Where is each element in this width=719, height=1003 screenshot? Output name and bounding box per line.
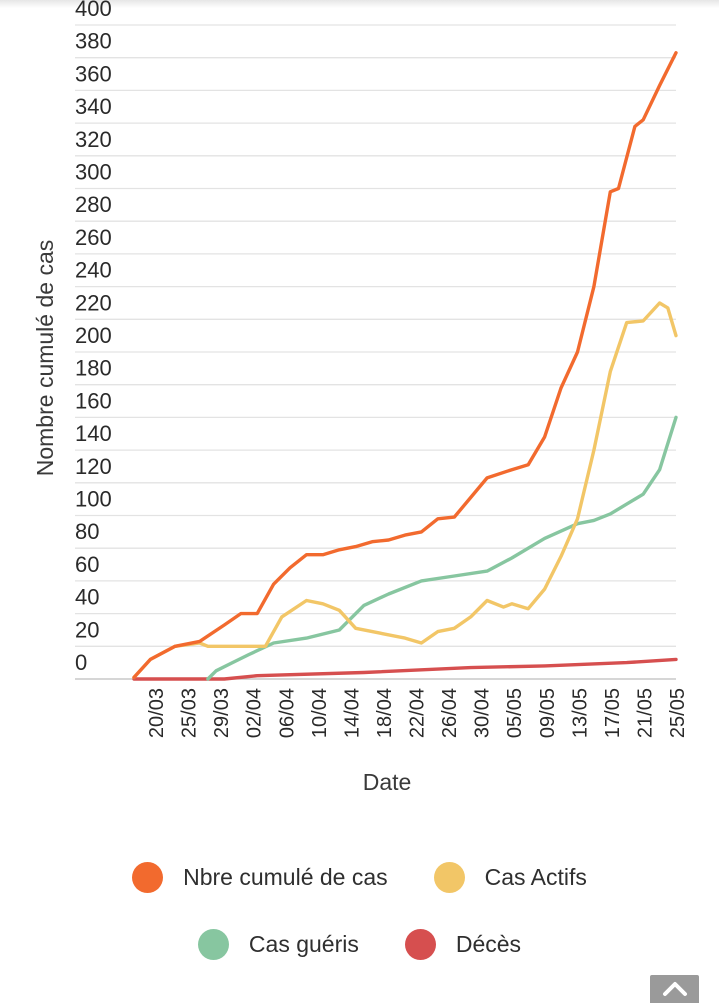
y-tick-label: 260 — [75, 225, 112, 250]
x-axis-ticks: 20/03 25/03 29/03 02/04 06/04 10/04 14/04 18/04… — [146, 688, 689, 738]
y-tick-label: 140 — [75, 421, 112, 446]
x-tick-label: 05/05 — [504, 688, 526, 738]
x-tick-label: 25/03 — [179, 688, 201, 738]
legend-label-cumulative: Nbre cumulé de cas — [183, 864, 388, 890]
legend-dot-active — [433, 862, 465, 893]
y-tick-label: 320 — [75, 127, 112, 152]
legend-row-1: Nbre cumulé de cas Cas Actifs — [0, 862, 719, 893]
series-line-1 — [132, 301, 678, 680]
x-tick-label: 17/05 — [602, 688, 624, 738]
legend-item-recovered[interactable]: Cas guéris — [197, 929, 359, 960]
x-tick-label: 29/03 — [211, 688, 233, 738]
y-tick-label: 0 — [75, 650, 87, 675]
legend-dot-deaths — [404, 929, 436, 960]
x-tick-label: 20/03 — [146, 688, 168, 738]
x-axis-title: Date — [363, 769, 412, 795]
x-tick-label: 02/04 — [244, 688, 266, 738]
top-shadow — [0, 0, 719, 8]
legend-item-active[interactable]: Cas Actifs — [433, 862, 587, 893]
x-tick-label: 21/05 — [634, 688, 656, 738]
x-tick-label: 26/04 — [439, 688, 461, 738]
scroll-to-top-button[interactable] — [650, 975, 699, 1003]
y-tick-label: 340 — [75, 94, 112, 119]
y-tick-label: 380 — [75, 29, 112, 54]
y-tick-label: 40 — [75, 585, 99, 610]
x-tick-label: 09/05 — [537, 688, 559, 738]
y-tick-label: 300 — [75, 160, 112, 185]
chevron-up-icon — [662, 982, 687, 996]
series-lines — [132, 51, 678, 681]
y-tick-label: 100 — [75, 487, 112, 512]
y-tick-label: 360 — [75, 61, 112, 86]
legend-label-recovered: Cas guéris — [248, 931, 359, 957]
series-line-0 — [132, 51, 678, 680]
y-tick-label: 180 — [75, 356, 112, 381]
x-tick-label: 25/05 — [667, 688, 689, 738]
series-line-2 — [206, 415, 678, 681]
legend-row-2: Cas guéris Décès — [0, 929, 719, 960]
y-tick-label: 20 — [75, 617, 99, 642]
legend-item-deaths[interactable]: Décès — [404, 929, 522, 960]
x-tick-label: 10/04 — [309, 688, 331, 738]
x-tick-label: 06/04 — [276, 688, 298, 738]
legend-dot-cumulative — [132, 862, 164, 893]
y-tick-label: 280 — [75, 192, 112, 217]
y-axis-title: Nombre cumulé de cas — [32, 240, 58, 477]
x-tick-label: 13/05 — [569, 688, 591, 738]
y-axis-ticks: 0 20 40 60 80 100 120 140 160 180 200 220 240 260 280 3… — [75, 0, 112, 675]
grid-lines — [75, 24, 676, 680]
y-tick-label: 120 — [75, 454, 112, 479]
x-tick-label: 18/04 — [374, 688, 396, 738]
legend-dot-recovered — [197, 929, 229, 960]
y-tick-label: 220 — [75, 290, 112, 315]
y-tick-label: 200 — [75, 323, 112, 348]
legend-label-deaths: Décès — [455, 931, 522, 957]
y-tick-label: 60 — [75, 552, 99, 577]
legend-label-active: Cas Actifs — [484, 864, 587, 890]
x-tick-label: 14/04 — [341, 688, 363, 738]
x-tick-label: 30/04 — [472, 688, 494, 738]
x-tick-label: 22/04 — [407, 688, 429, 738]
y-tick-label: 80 — [75, 519, 99, 544]
y-tick-label: 240 — [75, 258, 112, 283]
y-tick-label: 400 — [75, 0, 112, 21]
legend-item-cumulative[interactable]: Nbre cumulé de cas — [132, 862, 388, 893]
y-tick-label: 160 — [75, 388, 112, 413]
series-line-3 — [132, 657, 678, 681]
